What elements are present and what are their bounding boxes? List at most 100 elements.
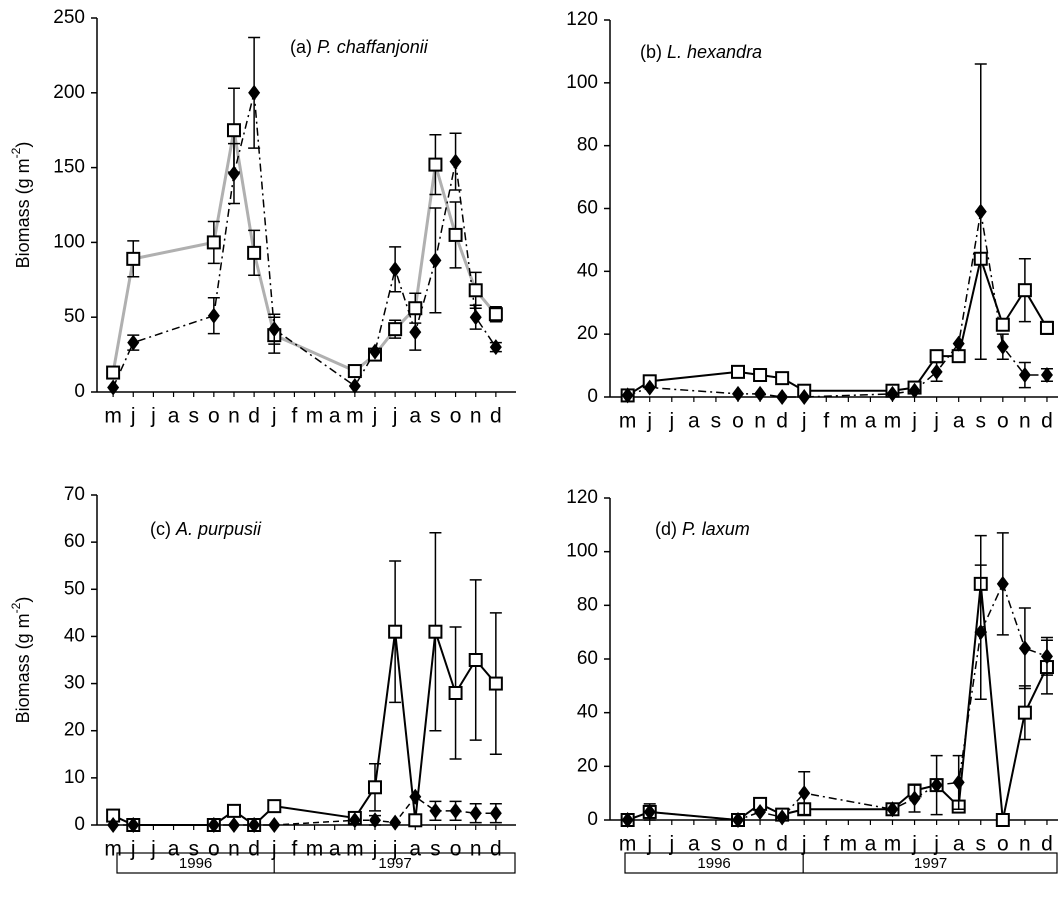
panel-title: (b) L. hexandra	[640, 42, 762, 62]
y-tick-label: 200	[53, 82, 85, 103]
square-marker	[428, 624, 443, 639]
x-tick-label: m	[306, 838, 324, 861]
y-tick-label: 10	[64, 767, 85, 788]
diamond-marker	[908, 382, 921, 399]
y-tick-label: 20	[577, 755, 598, 776]
diamond-marker	[348, 812, 361, 829]
diamond-marker	[248, 817, 261, 833]
diamond-marker	[1018, 367, 1031, 384]
square-marker	[367, 780, 382, 795]
panel-title: (d) P. laxum	[655, 519, 750, 539]
diamond-marker	[732, 812, 744, 828]
year-bar	[624, 852, 1058, 874]
diamond-marker	[996, 338, 1009, 355]
x-tick-label: n	[1019, 833, 1031, 856]
x-tick-label: a	[168, 838, 180, 861]
species-name: A. purpusii	[175, 519, 262, 539]
y-tick-label: 80	[577, 135, 598, 156]
diamond-marker	[268, 817, 281, 833]
x-tick-label: n	[228, 405, 240, 428]
x-tick-label: j	[646, 833, 652, 856]
square-marker	[448, 686, 463, 700]
diamond-marker	[930, 363, 943, 380]
diamond-marker	[754, 803, 767, 820]
x-tick-label: j	[933, 833, 939, 856]
square-marker	[448, 227, 463, 242]
square-marker	[951, 349, 966, 364]
year-label: 1996	[179, 855, 212, 872]
y-tick-label: 0	[74, 381, 85, 402]
y-tick-label: 40	[64, 625, 85, 646]
y-tick-label: 70	[64, 484, 85, 505]
x-tick-label: d	[248, 838, 260, 861]
diamond-marker	[107, 817, 120, 833]
y-tick-label: 150	[53, 157, 85, 178]
series-line	[627, 257, 1048, 397]
square-marker	[468, 653, 483, 667]
diamond-marker	[368, 812, 381, 829]
square-marker	[247, 245, 262, 260]
x-tick-label: j	[668, 410, 674, 433]
diamond-marker	[489, 339, 502, 356]
x-tick-label: f	[291, 405, 297, 428]
x-tick-label: j	[372, 405, 378, 428]
diamond-marker	[621, 812, 634, 828]
series-line	[112, 630, 497, 826]
diamond-marker	[389, 814, 402, 831]
diamond-marker	[1040, 367, 1053, 384]
x-tick-label: j	[150, 838, 156, 861]
x-tick-label: a	[953, 410, 965, 433]
y-tick-label: 0	[587, 386, 598, 407]
x-tick-label: a	[168, 405, 180, 428]
x-tick-label: a	[688, 833, 700, 856]
x-tick-label: f	[291, 838, 297, 861]
square-marker	[1017, 705, 1032, 720]
square-marker	[388, 322, 403, 337]
x-tick-label: o	[450, 405, 462, 428]
diamond-marker	[227, 165, 240, 182]
x-tick-label: s	[430, 405, 441, 428]
diamond-marker	[248, 84, 261, 101]
y-label-close: )	[13, 597, 33, 603]
y-tick-label: 40	[577, 702, 598, 723]
diamond-marker	[429, 252, 442, 269]
diamond-marker	[489, 805, 502, 822]
series-line	[627, 210, 1047, 398]
x-tick-label: n	[754, 410, 766, 433]
year-label: 1996	[697, 855, 730, 872]
x-tick-label: d	[776, 833, 788, 856]
series-line	[112, 92, 497, 388]
x-tick-label: s	[188, 838, 199, 861]
series-line	[627, 583, 1048, 821]
diamond-marker	[368, 343, 381, 360]
diamond-marker	[127, 817, 140, 833]
diamond-marker	[798, 389, 811, 405]
square-marker	[347, 364, 362, 379]
y-tick-label: 80	[577, 594, 598, 615]
x-tick-label: n	[228, 838, 240, 861]
x-tick-label: j	[392, 405, 398, 428]
y-tick-label: 250	[53, 7, 85, 28]
x-tick-label: a	[409, 838, 421, 861]
square-marker	[1039, 320, 1054, 335]
year-label: 1997	[378, 855, 411, 872]
square-marker	[995, 813, 1010, 827]
x-tick-label: j	[150, 405, 156, 428]
panel-label: (b)	[640, 42, 667, 62]
square-marker	[468, 283, 483, 298]
diamond-marker	[1040, 648, 1053, 665]
diamond-marker	[207, 817, 220, 833]
x-tick-label: n	[1019, 410, 1031, 433]
x-tick-label: m	[840, 410, 858, 433]
x-tick-label: m	[306, 405, 324, 428]
y-label-sup: -2	[9, 147, 23, 158]
square-marker	[226, 803, 241, 818]
x-tick-label: s	[430, 838, 441, 861]
square-marker	[488, 307, 503, 322]
x-tick-label: s	[976, 833, 987, 856]
x-tick-label: m	[884, 410, 902, 433]
x-tick-label: m	[884, 833, 902, 856]
y-tick-label: 20	[64, 720, 85, 741]
x-tick-label: j	[801, 410, 807, 433]
y-label-close: )	[13, 142, 33, 148]
